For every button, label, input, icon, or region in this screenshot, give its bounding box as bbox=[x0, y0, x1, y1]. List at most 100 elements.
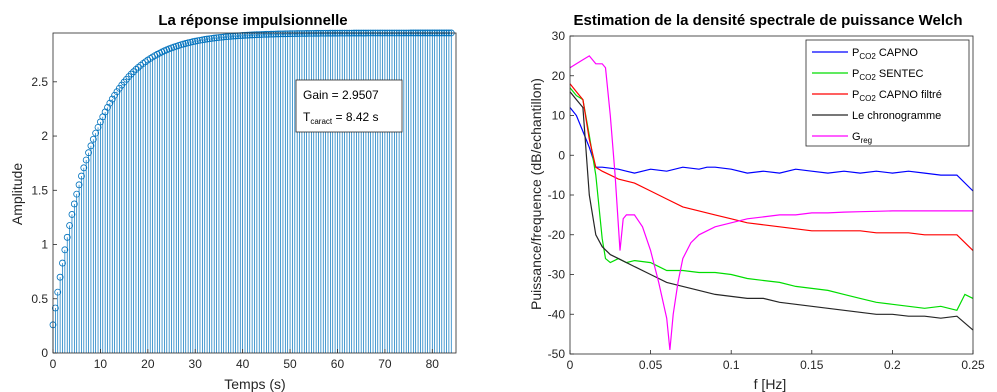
stem-marker bbox=[213, 34, 220, 42]
annotation-tau-sub: caract bbox=[310, 117, 333, 126]
stem-marker bbox=[279, 30, 287, 38]
x-tick-label: 0.15 bbox=[800, 358, 824, 372]
stem-marker bbox=[127, 70, 135, 78]
stem-marker bbox=[293, 30, 301, 37]
x-tick-label: 0.2 bbox=[884, 358, 901, 372]
y-tick-label: 0 bbox=[41, 346, 48, 360]
x-tick-label: 50 bbox=[283, 357, 297, 371]
stem-marker bbox=[258, 31, 266, 38]
legend-entry: Greg bbox=[852, 131, 872, 145]
stem-marker bbox=[267, 30, 275, 38]
stem-marker bbox=[272, 30, 280, 38]
chart1-x-label: Temps (s) bbox=[224, 376, 285, 392]
annotation-gain: Gain = 2.9507 bbox=[303, 88, 379, 102]
stem-marker bbox=[70, 200, 78, 208]
legend-entry: Le chronogramme bbox=[852, 110, 941, 122]
stem-marker bbox=[61, 246, 69, 254]
legend-entry-rest: CAPNO filtré bbox=[876, 89, 942, 101]
stem-marker bbox=[63, 233, 71, 241]
stem-marker bbox=[246, 31, 254, 39]
legend-entry-main: P bbox=[852, 47, 859, 59]
stem-marker bbox=[125, 73, 133, 80]
stem-marker bbox=[130, 68, 138, 76]
chart2-title: Estimation de la densité spectrale de pu… bbox=[573, 12, 962, 29]
impulse-response-chart: La réponse impulsionnelle 0 10 20 30 40 50 60 7… bbox=[9, 12, 457, 392]
legend-entry-main: Le chronogramme bbox=[852, 110, 941, 122]
x-tick-label: 40 bbox=[236, 357, 250, 371]
chart1-y-label: Amplitude bbox=[9, 163, 25, 225]
stem-marker bbox=[94, 123, 102, 131]
x-tick-label: 0 bbox=[567, 358, 574, 372]
annotation-tau-main: T bbox=[303, 110, 311, 124]
y-tick-label: 0 bbox=[558, 148, 565, 162]
stem-marker bbox=[89, 135, 97, 143]
stem-marker bbox=[298, 30, 306, 37]
legend-entry-sub: CO2 bbox=[859, 73, 876, 82]
annotation-box bbox=[295, 79, 403, 133]
stem-marker bbox=[80, 164, 88, 172]
stem-marker bbox=[253, 31, 261, 39]
y-tick-label: 2 bbox=[41, 129, 48, 143]
stem-marker bbox=[210, 34, 218, 42]
stem-marker bbox=[277, 30, 284, 38]
stem-marker bbox=[132, 66, 140, 73]
stem-marker bbox=[194, 37, 202, 45]
x-tick-label: 0.25 bbox=[961, 358, 985, 372]
x-tick-label: 20 bbox=[141, 357, 155, 371]
y-tick-label: -10 bbox=[548, 188, 566, 202]
series-line bbox=[569, 55, 973, 351]
legend-entry-rest: CAPNO bbox=[876, 47, 919, 59]
x-tick-label: 0.1 bbox=[723, 358, 740, 372]
legend-entry-sub: reg bbox=[861, 136, 873, 145]
legend-box bbox=[805, 39, 970, 147]
chart1-annotation: Gain = 2.9507 Tcaract = 8.42 s bbox=[295, 79, 403, 133]
stem-marker bbox=[108, 95, 116, 103]
stem-marker bbox=[225, 33, 232, 40]
chart1-title: La réponse impulsionnelle bbox=[158, 12, 347, 29]
chart1-x-ticks: 0 10 20 30 40 50 60 70 80 bbox=[50, 349, 439, 371]
legend-entry-main: P bbox=[852, 89, 859, 101]
stem-marker bbox=[92, 129, 100, 137]
y-tick-label: -20 bbox=[548, 228, 566, 242]
chart2-x-ticks: 0 0.05 0.1 0.15 0.2 0.25 bbox=[567, 350, 985, 372]
x-tick-label: 70 bbox=[378, 357, 392, 371]
stem-marker bbox=[137, 61, 145, 69]
chart1-axes-box bbox=[52, 32, 457, 354]
y-tick-label: 1 bbox=[41, 238, 48, 252]
stem-marker bbox=[191, 37, 199, 45]
y-tick-label: 30 bbox=[552, 29, 566, 43]
y-tick-label: -30 bbox=[548, 268, 566, 282]
legend-entry: PCO2 CAPNO bbox=[852, 47, 918, 61]
stem-marker bbox=[198, 36, 206, 44]
x-tick-label: 10 bbox=[94, 357, 108, 371]
stem-marker bbox=[243, 31, 251, 39]
stem-marker bbox=[54, 288, 62, 296]
y-tick-label: 20 bbox=[552, 69, 566, 83]
stem-marker bbox=[291, 30, 299, 38]
x-tick-label: 60 bbox=[331, 357, 345, 371]
chart2-series-lines bbox=[569, 55, 974, 351]
x-tick-label: 0.05 bbox=[639, 358, 663, 372]
stem-marker bbox=[75, 181, 83, 189]
stem-marker bbox=[217, 33, 225, 41]
stem-marker bbox=[189, 38, 197, 46]
stem-marker bbox=[139, 60, 147, 67]
stem-marker bbox=[206, 35, 213, 43]
stem-marker bbox=[286, 30, 294, 38]
stem-marker bbox=[220, 33, 228, 41]
stem-marker bbox=[284, 30, 292, 38]
legend-entry: PCO2 SENTEC bbox=[852, 68, 924, 82]
y-tick-label: 2.5 bbox=[31, 75, 48, 89]
stem-marker bbox=[270, 30, 277, 38]
stem-marker bbox=[134, 63, 142, 71]
annotation-tau: Tcaract = 8.42 s bbox=[303, 110, 379, 126]
stem-marker bbox=[274, 30, 282, 38]
legend-entry-main: P bbox=[852, 68, 859, 80]
legend-entry-rest: SENTEC bbox=[876, 68, 924, 80]
stem-marker bbox=[78, 172, 85, 180]
stem-marker bbox=[82, 156, 90, 164]
stem-marker bbox=[187, 38, 194, 46]
stem-marker bbox=[201, 36, 209, 43]
y-tick-label: 1.5 bbox=[31, 183, 48, 197]
